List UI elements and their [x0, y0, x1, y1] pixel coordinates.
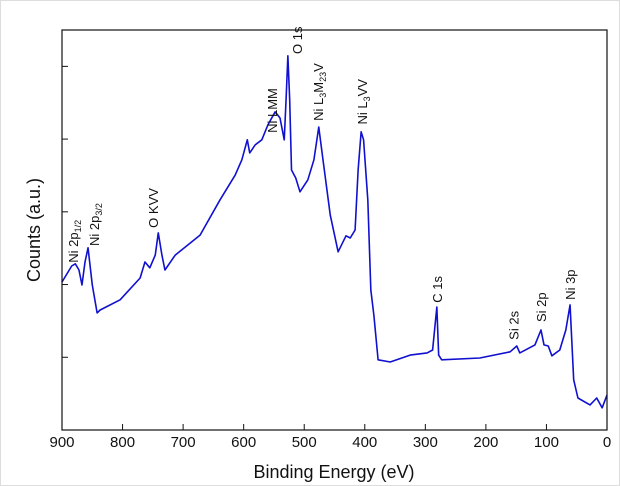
peak-label-text: Ni 2p — [87, 216, 102, 246]
x-tick-label: 400 — [352, 434, 377, 451]
peak-label-text: V — [311, 63, 326, 72]
peak-label-text: O 1s — [290, 26, 305, 54]
peak-label-text: VV — [355, 79, 370, 97]
peak-label: O 1s — [290, 26, 305, 54]
peak-label: Ni 2p1/2 — [66, 220, 83, 263]
peak-label-text: Ni LMM — [265, 88, 280, 133]
peak-label-sub: 1/2 — [73, 220, 83, 233]
x-tick-label: 500 — [292, 434, 317, 451]
peak-label-text: Ni L — [355, 101, 370, 124]
x-tick-label: 700 — [171, 434, 196, 451]
x-tick-label: 200 — [473, 434, 498, 451]
peak-label-sub: 23 — [318, 72, 328, 82]
peak-label-text: Ni 3p — [563, 269, 578, 299]
peak-label: Si 2p — [534, 292, 549, 322]
peak-label-sub: 3/2 — [94, 203, 104, 216]
x-tick-label: 800 — [110, 434, 135, 451]
peak-label: Si 2s — [507, 310, 522, 339]
peak-label: Ni LMM — [265, 88, 280, 133]
peak-label-text: O KVV — [146, 188, 161, 228]
peak-label: Ni L3VV — [355, 79, 372, 125]
x-tick-label: 0 — [603, 434, 611, 451]
peak-label-text: M — [311, 82, 326, 93]
peak-label-text: C 1s — [430, 275, 445, 302]
peak-label: O KVV — [146, 188, 161, 228]
peak-label-sub: 3 — [318, 93, 328, 98]
x-tick-label: 600 — [231, 434, 256, 451]
peak-label-sub: 3 — [362, 96, 372, 101]
peak-label: C 1s — [430, 275, 445, 302]
y-axis-label: Counts (a.u.) — [24, 178, 44, 282]
peak-label-text: Ni 2p — [66, 232, 81, 262]
peak-label: Ni 3p — [563, 269, 578, 299]
peak-label: Ni L3M23V — [311, 63, 328, 121]
x-tick-label: 100 — [534, 434, 559, 451]
peak-label: Ni 2p3/2 — [87, 203, 104, 246]
x-tick-label: 900 — [49, 434, 74, 451]
peak-label-text: Si 2p — [534, 292, 549, 322]
x-axis-label: Binding Energy (eV) — [253, 462, 414, 482]
peak-label-text: Si 2s — [507, 310, 522, 339]
spectrum-line — [61, 55, 608, 409]
x-tick-label: 300 — [413, 434, 438, 451]
plot-frame — [61, 29, 608, 431]
peak-label-text: Ni L — [311, 98, 326, 121]
